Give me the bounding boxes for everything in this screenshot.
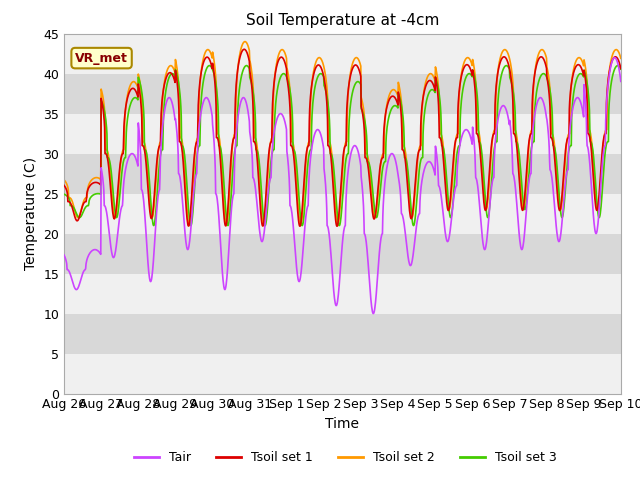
Line: Tsoil set 2: Tsoil set 2 (64, 42, 621, 226)
Tsoil set 2 (429, 74, 437, 80)
Bar (64, 313, 621, 354)
Tsoil set 3 (246, 77, 254, 83)
X-axis label: Time: Time (325, 417, 360, 431)
Tair (60, 252, 68, 258)
Tsoil set 3 (502, 63, 509, 69)
Tsoil set 1 (60, 182, 68, 188)
Title: Soil Temperature at -4cm: Soil Temperature at -4cm (246, 13, 439, 28)
Line: Tair: Tair (64, 58, 621, 313)
Tsoil set 2 (502, 48, 510, 53)
Tsoil set 3 (551, 146, 559, 152)
Bar (64, 34, 621, 73)
Tsoil set 1 (241, 47, 248, 52)
Tsoil set 3 (429, 87, 437, 93)
Tair (551, 209, 559, 215)
Legend: Tair, Tsoil set 1, Tsoil set 2, Tsoil set 3: Tair, Tsoil set 1, Tsoil set 2, Tsoil se… (129, 446, 562, 469)
Tair (369, 311, 377, 316)
Tsoil set 2 (617, 56, 625, 61)
Tsoil set 1 (552, 165, 559, 171)
Bar (64, 73, 621, 114)
Tsoil set 2 (186, 223, 193, 228)
Tsoil set 1 (296, 223, 304, 229)
Bar (64, 114, 621, 154)
Line: Tsoil set 3: Tsoil set 3 (64, 66, 621, 226)
Tsoil set 3 (60, 192, 68, 197)
Bar (64, 234, 621, 274)
Tair (170, 111, 178, 117)
Tsoil set 2 (247, 63, 255, 69)
Bar (64, 193, 621, 234)
Tsoil set 3 (150, 223, 157, 228)
Tair (184, 247, 191, 252)
Tair (617, 79, 625, 84)
Text: VR_met: VR_met (75, 51, 128, 65)
Tsoil set 2 (60, 177, 68, 183)
Tsoil set 1 (617, 66, 625, 72)
Tsoil set 3 (184, 202, 192, 207)
Tsoil set 2 (241, 39, 249, 45)
Tair (429, 165, 437, 170)
Tsoil set 1 (170, 77, 178, 83)
Tsoil set 1 (246, 72, 254, 78)
Tsoil set 3 (171, 73, 179, 79)
Tsoil set 2 (552, 152, 559, 158)
Tsoil set 2 (170, 68, 178, 73)
Tair (502, 106, 509, 112)
Tair (611, 55, 618, 60)
Tsoil set 1 (184, 221, 191, 227)
Line: Tsoil set 1: Tsoil set 1 (64, 49, 621, 226)
Bar (64, 154, 621, 193)
Tsoil set 2 (184, 215, 191, 221)
Tair (246, 132, 254, 137)
Tsoil set 3 (614, 63, 621, 69)
Tsoil set 3 (617, 66, 625, 72)
Bar (64, 354, 621, 394)
Y-axis label: Temperature (C): Temperature (C) (24, 157, 38, 270)
Tsoil set 1 (429, 83, 437, 88)
Tsoil set 1 (502, 56, 510, 61)
Bar (64, 274, 621, 313)
